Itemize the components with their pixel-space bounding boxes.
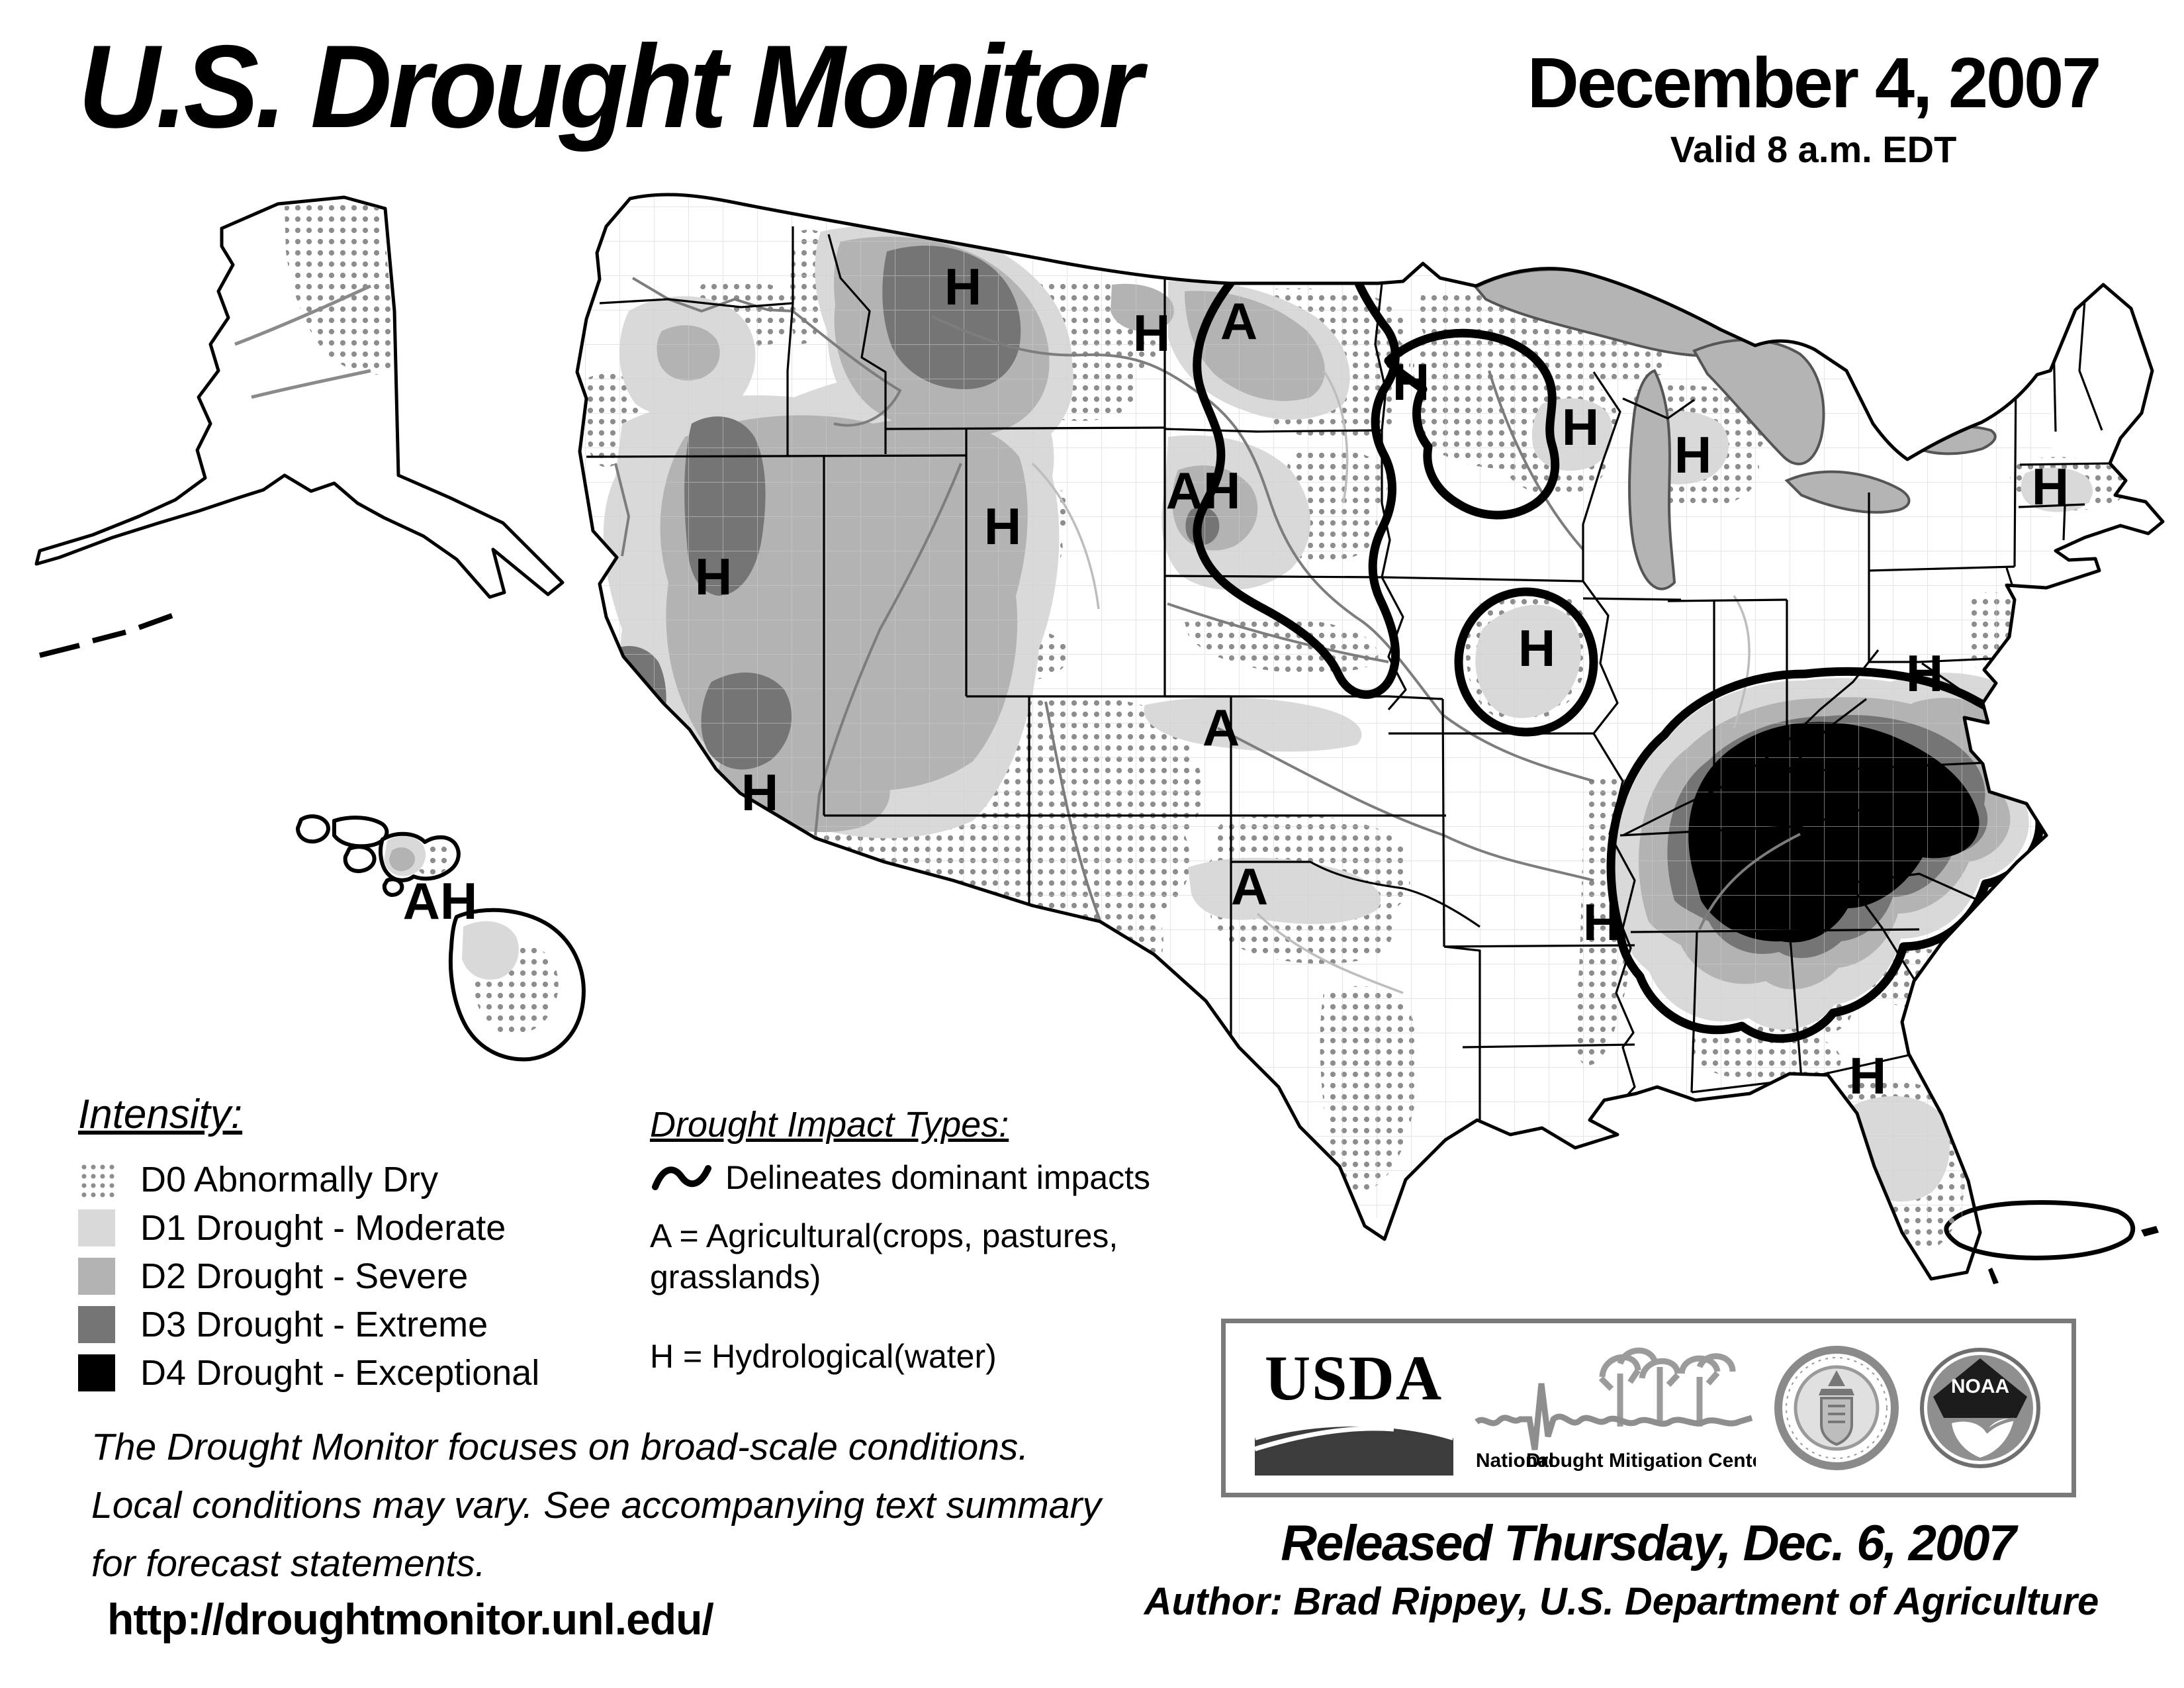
legend-swatch-d4 [78, 1354, 115, 1391]
impact-label-h-4: H [1562, 398, 1599, 456]
disclaimer-line3: for forecast statements. [91, 1542, 486, 1585]
legend-row-d2: D2 Drought - Severe [78, 1252, 539, 1300]
legend-row-d3: D3 Drought - Extreme [78, 1300, 539, 1348]
ndmc-text-national: National [1475, 1450, 1553, 1472]
noaa-logo: NOAA [1919, 1348, 2040, 1468]
agricultural-label-line2: grasslands) [650, 1258, 821, 1295]
legend-swatch-d0 [78, 1160, 115, 1198]
legend-row-d4: D4 Drought - Exceptional [78, 1348, 539, 1397]
ndmc-text-center: Drought Mitigation Center [1526, 1450, 1756, 1472]
impact-label-h-11: H [2032, 457, 2069, 516]
impact-label-h-9: H [1518, 619, 1555, 677]
legend-label-d0: D0 Abnormally Dry [140, 1159, 439, 1199]
impact-legend-title: Drought Impact Types: [650, 1105, 1009, 1145]
impact-label-h-13: H [741, 763, 778, 821]
ndmc-logo: National Drought Mitigation Center [1474, 1347, 1756, 1472]
impact-label-a-12: A [1203, 698, 1240, 757]
usda-logo: USDA [1254, 1341, 1453, 1476]
usda-wordmark: USDA [1264, 1342, 1443, 1413]
impact-label-h-17: H [1849, 1047, 1886, 1105]
impact-label-ah-6: AH [1166, 461, 1241, 520]
great-lakes [1473, 268, 1997, 590]
impact-label-h-0: H [944, 258, 981, 316]
legend-swatch-d2 [78, 1257, 115, 1295]
impact-label-h-3: H [1392, 353, 1430, 411]
rivers-light [1031, 370, 1751, 994]
legend-swatch-d1 [78, 1209, 115, 1246]
state-borders [586, 226, 2112, 1120]
commerce-seal [1774, 1346, 1899, 1470]
agricultural-label-line1: A = Agricultural(crops, pastures, [650, 1217, 1118, 1254]
legend-label-d2: D2 Drought - Severe [140, 1256, 469, 1296]
alaska-inset [34, 195, 565, 658]
intensity-legend: Intensity: D0 Abnormally Dry D1 Drought -… [78, 1091, 539, 1397]
usda-swoosh [1254, 1419, 1453, 1476]
author-line: Author: Brad Rippey, U.S. Department of … [1144, 1580, 2099, 1623]
released-line: Released Thursday, Dec. 6, 2007 [1281, 1515, 2017, 1571]
delineates-label: Delineates dominant impacts [725, 1159, 1150, 1196]
impact-label-h-7: H [984, 497, 1021, 555]
legend-row-d1: D1 Drought - Moderate [78, 1203, 539, 1252]
impact-types-legend: Drought Impact Types: Delineates dominan… [650, 1104, 1206, 1377]
impact-label-h-1: H [1133, 304, 1170, 362]
intensity-legend-title: Intensity: [78, 1092, 243, 1137]
legend-label-d4: D4 Drought - Exceptional [140, 1352, 540, 1393]
legend-swatch-d3 [78, 1305, 115, 1343]
impact-label-h-8: H [695, 547, 732, 606]
hawaii-inset [296, 814, 586, 1062]
impact-label-h-15: H [1583, 893, 1620, 951]
map-date: December 4, 2007 [1527, 42, 2102, 122]
date-block: December 4, 2007 Valid 8 a.m. EDT [1516, 41, 2111, 171]
impact-label-h-10: H [1906, 644, 1943, 702]
puerto-rico-inset [1944, 1200, 2159, 1284]
legend-label-d3: D3 Drought - Extreme [140, 1304, 488, 1344]
impact-label-ah-16: AH [403, 872, 478, 930]
hydrological-label: H = Hydrological(water) [650, 1338, 997, 1375]
impact-squiggle-icon [652, 1165, 711, 1190]
disclaimer-text: The Drought Monitor focuses on broad-sca… [91, 1418, 1101, 1593]
disclaimer-line2: Local conditions may vary. See accompany… [91, 1484, 1101, 1526]
legend-label-d1: D1 Drought - Moderate [140, 1207, 506, 1248]
agency-logo-box: USDA National Drought Mitigation Center … [1221, 1319, 2076, 1497]
impact-label-a-2: A [1220, 292, 1257, 350]
legend-row-d0: D0 Abnormally Dry [78, 1155, 539, 1203]
disclaimer-line1: The Drought Monitor focuses on broad-sca… [91, 1426, 1029, 1468]
page-title: U.S. Drought Monitor [78, 21, 1143, 152]
drought-monitor-url[interactable]: http://droughtmonitor.unl.edu/ [107, 1595, 714, 1644]
delineates-row: Delineates dominant impacts [650, 1158, 1206, 1197]
impact-label-a-14: A [1231, 857, 1268, 915]
valid-time: Valid 8 a.m. EDT [1670, 128, 1957, 170]
noaa-wordmark: NOAA [1950, 1376, 2009, 1397]
intensity-legend-items: D0 Abnormally Dry D1 Drought - Moderate D2… [78, 1155, 539, 1397]
impact-label-h-5: H [1674, 426, 1711, 484]
